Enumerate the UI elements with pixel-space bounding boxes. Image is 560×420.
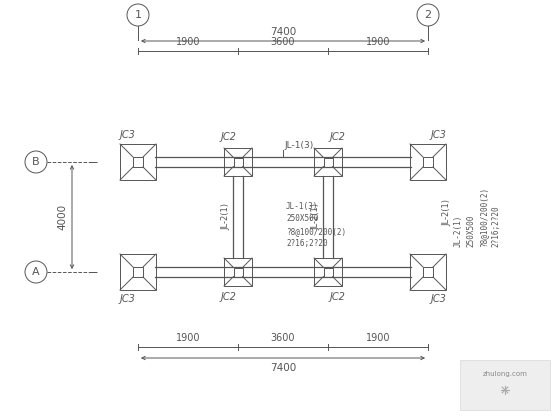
Text: 1900: 1900 <box>176 37 200 47</box>
Text: JC3: JC3 <box>119 130 135 140</box>
Bar <box>410 144 446 180</box>
Bar <box>224 258 252 286</box>
Text: 1900: 1900 <box>366 333 390 343</box>
Text: JC2: JC2 <box>330 292 346 302</box>
Bar <box>224 148 252 176</box>
Text: zhulong.com: zhulong.com <box>483 371 528 377</box>
Text: JC3: JC3 <box>431 294 447 304</box>
Bar <box>133 267 143 277</box>
Text: 3600: 3600 <box>270 333 295 343</box>
Text: B: B <box>32 157 40 167</box>
Text: 2: 2 <box>424 10 432 20</box>
Text: JC3: JC3 <box>431 130 447 140</box>
Bar <box>423 157 433 167</box>
Bar <box>314 258 342 286</box>
Text: JC2: JC2 <box>330 132 346 142</box>
Bar <box>324 268 333 276</box>
Text: 7400: 7400 <box>270 363 296 373</box>
Bar <box>460 360 550 410</box>
Text: A: A <box>32 267 40 277</box>
Text: JL-2(1)
250X500
?8@100/200(2)
2?16;2?20: JL-2(1) 250X500 ?8@100/200(2) 2?16;2?20 <box>454 187 501 247</box>
Bar <box>423 267 433 277</box>
Text: JL-2(1): JL-2(1) <box>221 204 230 231</box>
Bar <box>410 254 446 290</box>
Text: JC2: JC2 <box>220 292 236 302</box>
Text: 1900: 1900 <box>366 37 390 47</box>
Text: 7400: 7400 <box>270 27 296 37</box>
Bar <box>234 158 242 166</box>
Text: JL-2(1): JL-2(1) <box>442 199 451 226</box>
Text: JL-1(3)
250X500
?8@100/200(2)
2?16;2?20: JL-1(3) 250X500 ?8@100/200(2) 2?16;2?20 <box>286 202 346 248</box>
Text: 3600: 3600 <box>270 37 295 47</box>
Bar <box>120 254 156 290</box>
Text: JL-2(1): JL-2(1) <box>311 204 320 231</box>
Bar <box>314 148 342 176</box>
Text: JC3: JC3 <box>119 294 135 304</box>
Bar <box>120 144 156 180</box>
Text: 1900: 1900 <box>176 333 200 343</box>
Bar <box>133 157 143 167</box>
Text: JL-1(3): JL-1(3) <box>284 141 313 150</box>
Text: JC2: JC2 <box>220 132 236 142</box>
Text: 1: 1 <box>134 10 142 20</box>
Text: 4000: 4000 <box>57 204 67 230</box>
Bar <box>324 158 333 166</box>
Bar <box>234 268 242 276</box>
